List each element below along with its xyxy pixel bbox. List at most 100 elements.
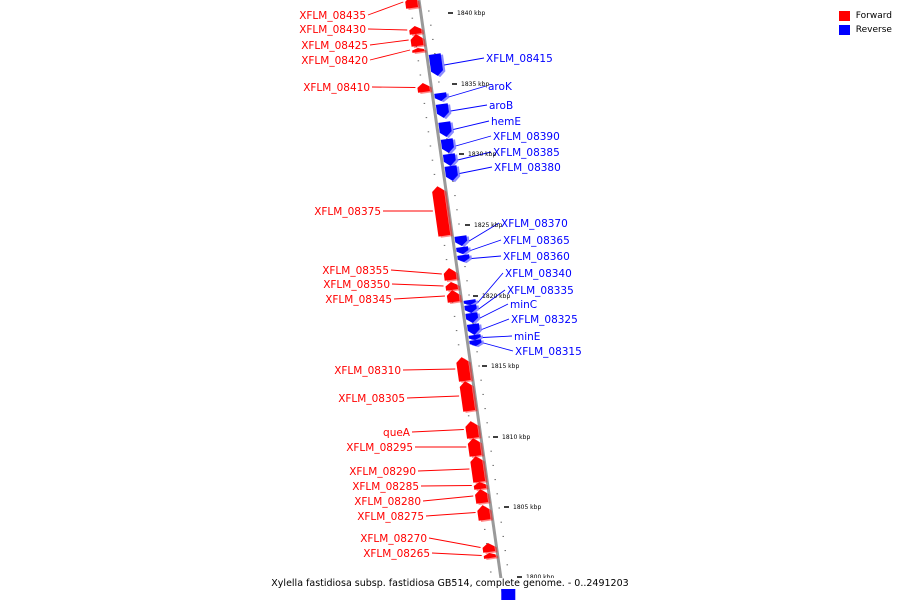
gene-label[interactable]: XFLM_08275 [357,511,424,523]
gene-feature[interactable] [410,33,426,48]
gene-feature[interactable] [456,246,471,256]
gene-label[interactable]: XFLM_08270 [360,533,427,545]
gene-arrow[interactable] [456,246,469,255]
gene-feature[interactable] [469,339,484,348]
gene-feature[interactable] [417,82,433,94]
gene-label[interactable]: XFLM_08370 [501,218,568,230]
gene-label[interactable]: XFLM_08355 [322,265,389,277]
gene-label[interactable]: XFLM_08365 [503,235,570,247]
gene-feature[interactable] [477,504,493,522]
gene-label[interactable]: XFLM_08345 [325,294,392,306]
gene-feature[interactable] [470,455,488,484]
gene-arrow[interactable] [466,323,480,336]
gene-feature[interactable] [474,488,491,505]
gene-arrow[interactable] [428,53,444,76]
gene-arrow[interactable] [470,455,486,483]
gene-arrow[interactable] [457,254,470,263]
gene-label[interactable]: XFLM_08325 [511,314,578,326]
gene-label[interactable]: aroK [488,81,513,93]
gene-label[interactable]: XFLM_08280 [354,496,421,508]
gene-arrow[interactable] [473,481,487,490]
gene-feature[interactable] [459,380,478,413]
gene-feature[interactable] [434,92,450,103]
gene-label[interactable]: XFLM_08420 [301,55,368,67]
gene-arrow[interactable] [434,92,447,102]
gene-feature[interactable] [456,356,474,383]
gene-feature[interactable] [435,103,452,120]
gene-arrow[interactable] [438,121,452,138]
gene-arrow[interactable] [435,103,450,119]
gene-feature[interactable] [409,25,425,36]
gene-label[interactable]: queA [383,427,411,439]
gene-arrow[interactable] [443,267,457,281]
gene-arrow[interactable] [409,25,422,35]
gene-arrow[interactable] [459,380,476,412]
gene-feature[interactable] [405,0,421,10]
gene-feature[interactable] [446,289,463,304]
gene-arrow[interactable] [483,552,496,559]
gene-label[interactable]: XFLM_08385 [493,147,560,159]
gene-arrow[interactable] [446,289,460,303]
gene-label[interactable]: XFLM_08290 [349,466,416,478]
gene-arrow[interactable] [456,356,471,382]
gene-label[interactable]: aroB [489,100,513,112]
gene-arrow[interactable] [482,542,496,553]
gene-label[interactable]: XFLM_08415 [486,53,553,65]
gene-label[interactable]: XFLM_08305 [338,393,405,405]
gene-feature[interactable] [466,323,483,337]
gene-feature[interactable] [454,235,470,248]
gene-feature[interactable] [445,281,461,292]
gene-feature[interactable] [438,121,455,139]
gene-arrow[interactable] [405,0,419,9]
gene-label[interactable]: minC [510,299,537,311]
gene-feature[interactable] [440,138,457,155]
gene-label[interactable]: minE [514,331,540,343]
gene-feature[interactable] [467,437,484,458]
gene-arrow[interactable] [440,138,455,154]
gene-label[interactable]: XFLM_08390 [493,131,560,143]
gene-label[interactable]: XFLM_08425 [301,40,368,52]
gene-label[interactable]: XFLM_08285 [352,481,419,493]
gene-arrow[interactable] [410,33,424,47]
gene-feature[interactable] [457,254,472,264]
gene-label[interactable]: XFLM_08340 [505,268,572,280]
gene-feature[interactable] [465,420,482,440]
gene-arrow[interactable] [454,235,468,247]
gene-label[interactable]: XFLM_08295 [346,442,413,454]
gene-arrow[interactable] [467,437,482,457]
gene-feature[interactable] [412,47,427,54]
gene-arrow[interactable] [469,339,482,347]
gene-arrow[interactable] [442,153,457,167]
gene-arrow[interactable] [468,334,482,341]
gene-label[interactable]: XFLM_08310 [334,365,401,377]
gene-feature[interactable] [473,481,489,491]
gene-feature[interactable] [483,552,499,560]
gene-label[interactable]: XFLM_08375 [314,206,381,218]
gene-feature[interactable] [428,53,446,78]
gene-arrow[interactable] [463,299,477,306]
gene-arrow[interactable] [465,312,479,324]
gene-label[interactable]: XFLM_08350 [323,279,390,291]
gene-arrow[interactable] [465,420,479,439]
gene-feature[interactable] [465,312,481,325]
gene-label[interactable]: XFLM_08435 [299,10,366,22]
gene-feature[interactable] [443,267,459,282]
gene-feature[interactable] [431,185,453,238]
gene-arrow[interactable] [445,281,459,291]
gene-label[interactable]: hemE [491,116,521,128]
gene-arrow[interactable] [477,504,491,521]
gene-label[interactable]: XFLM_08335 [507,285,574,297]
gene-label[interactable]: XFLM_08380 [494,162,561,174]
gene-arrow[interactable] [464,304,477,314]
gene-feature[interactable] [482,542,498,554]
gene-label[interactable]: XFLM_08360 [503,251,570,263]
gene-arrow[interactable] [431,185,451,237]
gene-feature[interactable] [464,304,480,315]
gene-label[interactable]: XFLM_08430 [299,24,366,36]
gene-label[interactable]: XFLM_08410 [303,82,370,94]
gene-label[interactable]: XFLM_08315 [515,346,582,358]
gene-arrow[interactable] [417,82,430,93]
gene-arrow[interactable] [444,165,459,182]
gene-label[interactable]: XFLM_08265 [363,548,430,560]
gene-arrow[interactable] [474,488,489,504]
